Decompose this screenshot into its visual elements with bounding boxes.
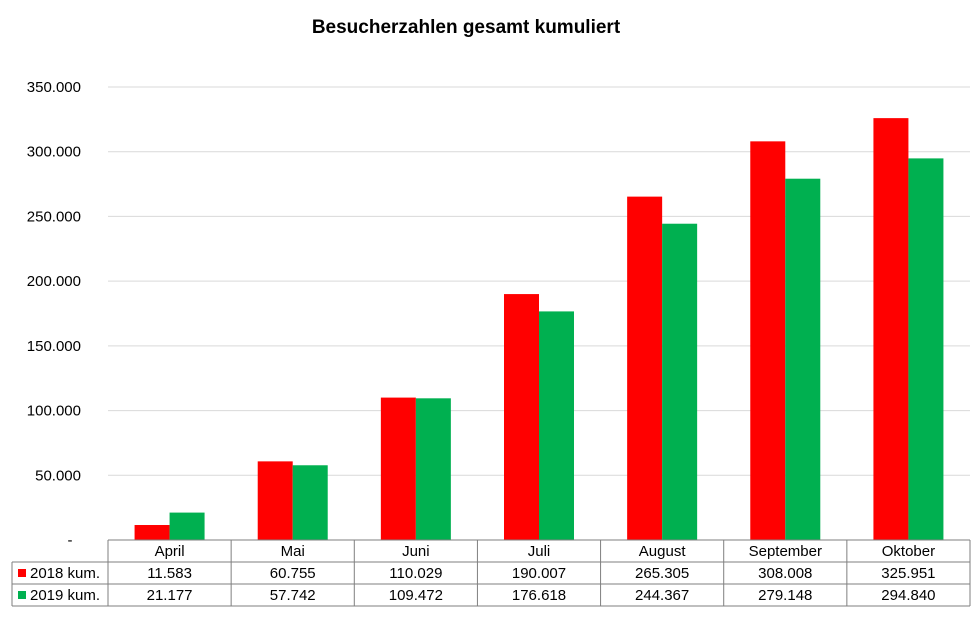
legend-label: 2018 kum. — [30, 565, 100, 582]
bar-2018-september — [750, 141, 786, 540]
bar-2019-juli — [539, 311, 574, 540]
bar-2019-mai — [292, 465, 328, 540]
y-tick-label: 300.000 — [27, 144, 81, 161]
data-label: 190.007 — [512, 565, 566, 582]
legend-label: 2019 kum. — [30, 587, 100, 604]
data-label: 57.742 — [270, 587, 316, 604]
data-label: 294.840 — [881, 587, 935, 604]
bar-2018-mai — [257, 461, 293, 540]
legend-key-2019 — [18, 591, 26, 599]
data-label: 325.951 — [881, 565, 935, 582]
data-label: 176.618 — [512, 587, 566, 604]
y-tick-label: 200.000 — [27, 273, 81, 290]
chart-title: Besucherzahlen gesamt kumuliert — [312, 17, 621, 38]
bar-2018-august — [627, 196, 663, 541]
legend-key-2018 — [18, 569, 26, 577]
y-tick-label: 100.000 — [27, 403, 81, 420]
x-tick-label: Juni — [402, 543, 430, 560]
y-tick-label: 250.000 — [27, 208, 81, 225]
y-tick-label: 350.000 — [27, 79, 81, 96]
data-label: 265.305 — [635, 565, 689, 582]
x-tick-label: August — [639, 543, 687, 560]
bar-2019-oktober — [908, 158, 944, 540]
bar-2019-april — [169, 512, 205, 540]
data-label: 244.367 — [635, 587, 689, 604]
x-tick-label: April — [155, 543, 185, 560]
data-label: 11.583 — [147, 565, 192, 582]
y-tick-label: 150.000 — [27, 338, 81, 355]
data-label: 60.755 — [270, 565, 316, 582]
data-label: 21.177 — [147, 587, 193, 604]
data-label: 109.472 — [389, 587, 443, 604]
x-tick-label: September — [749, 543, 822, 560]
bar-2019-august — [662, 223, 698, 540]
x-tick-label: Mai — [281, 543, 305, 560]
bar-2018-oktober — [873, 118, 909, 540]
data-label: 279.148 — [758, 587, 812, 604]
y-axis-ticks: - 50.000 100.000 150.000 200.000 250.000 300.0… — [27, 79, 81, 549]
bar-2018-juni — [380, 397, 416, 540]
bar-2018-juli — [504, 294, 539, 540]
bars — [134, 118, 944, 541]
bar-2019-juni — [415, 398, 451, 540]
bar-2018-april — [134, 525, 170, 540]
y-tick-label: 50.000 — [35, 467, 81, 484]
y-tick-label: - — [68, 532, 73, 549]
x-tick-label: Juli — [528, 543, 551, 560]
data-table: April Mai Juni Juli August September Oktober 20… — [11, 539, 971, 607]
data-label: 308.008 — [758, 565, 812, 582]
x-tick-label: Oktober — [882, 543, 935, 560]
bar-2019-september — [785, 178, 821, 540]
data-label: 110.029 — [389, 565, 442, 582]
